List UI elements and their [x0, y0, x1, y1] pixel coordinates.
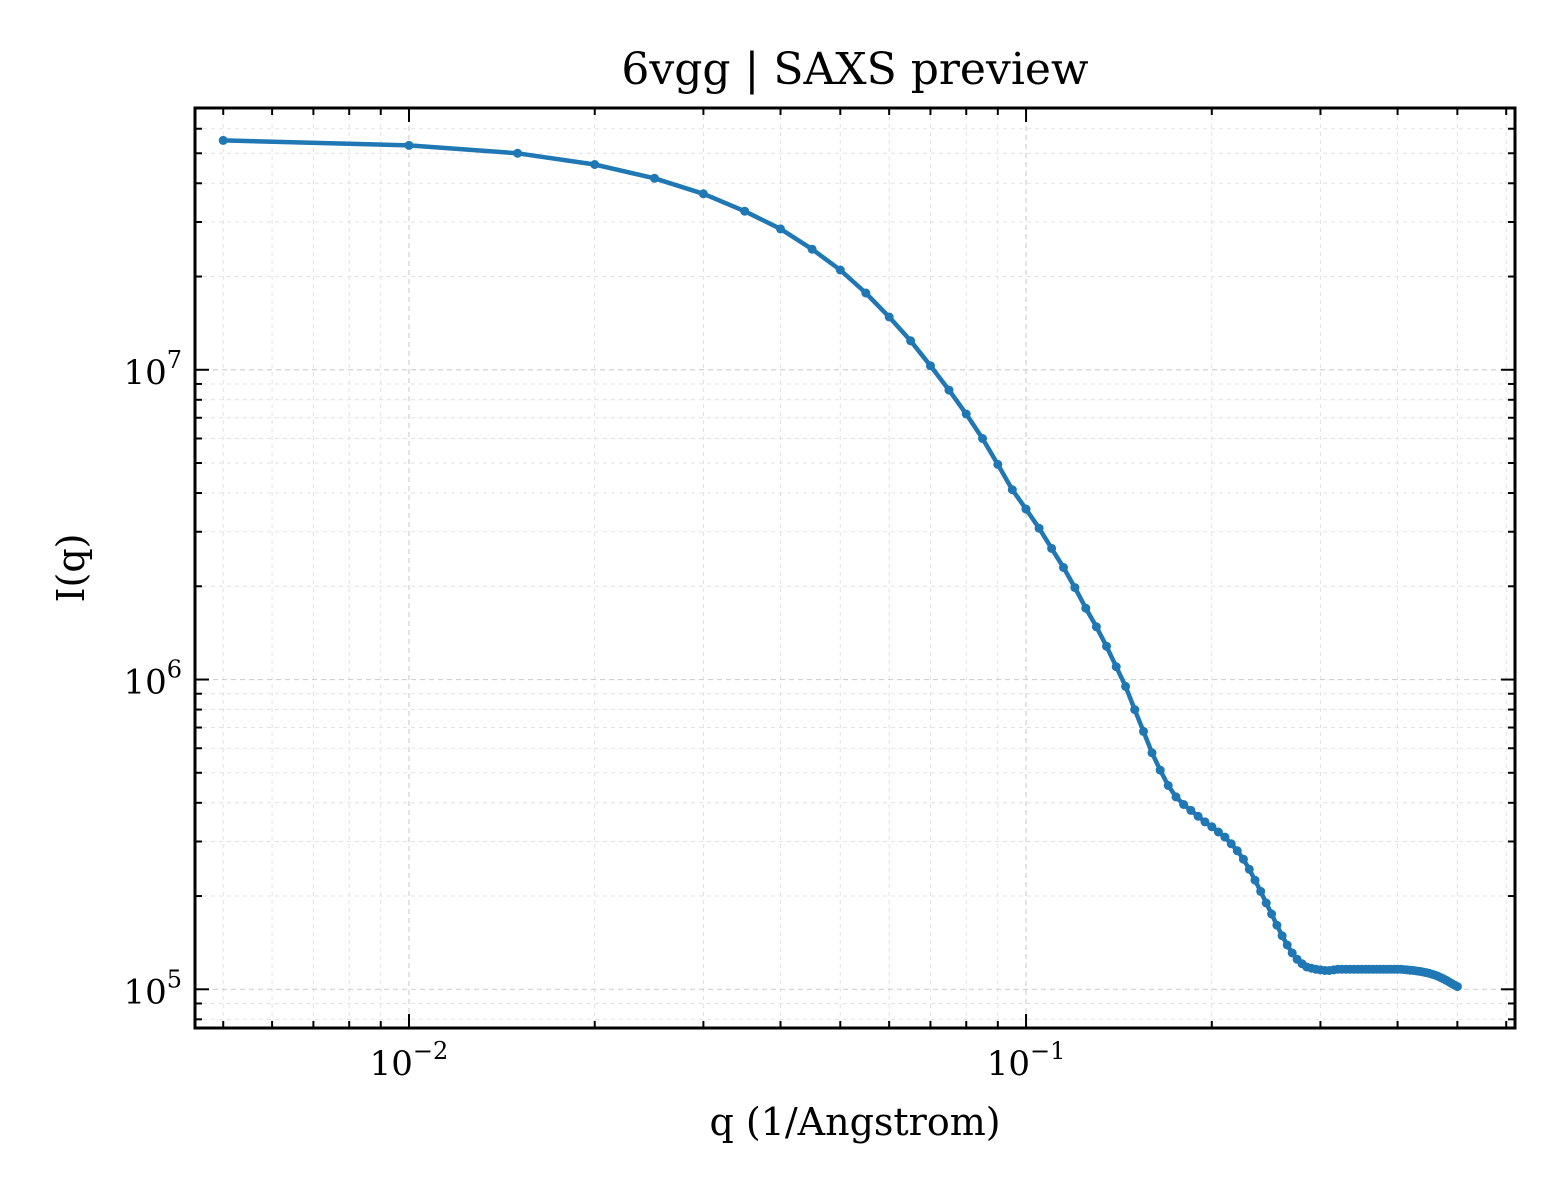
data-point: [1226, 839, 1236, 849]
data-point: [1238, 854, 1248, 864]
x-tick-label: 10−2: [370, 1037, 449, 1084]
data-point: [1034, 523, 1044, 533]
data-point: [590, 160, 600, 169]
data-point: [218, 135, 228, 145]
data-point: [861, 288, 871, 298]
data-point: [1193, 811, 1203, 821]
data-point: [698, 189, 708, 199]
data-point: [1272, 920, 1282, 930]
data-point: [513, 148, 523, 158]
data-point: [776, 224, 785, 234]
data-point: [835, 265, 845, 275]
data-point: [906, 336, 916, 346]
data-point: [926, 361, 935, 371]
grid-lines: [195, 107, 1515, 1028]
data-point: [1287, 948, 1297, 958]
data-point: [1267, 909, 1277, 919]
data-point: [1147, 748, 1157, 758]
chart-title: 6vgg | SAXS preview: [621, 44, 1089, 95]
data-point: [884, 312, 894, 322]
data-point: [1139, 726, 1148, 736]
data-point: [404, 140, 414, 150]
series-layer: [218, 135, 1462, 992]
data-point: [1277, 931, 1287, 941]
data-point: [1171, 792, 1181, 802]
data-point: [1155, 765, 1165, 775]
x-tick-label: 10−1: [987, 1037, 1066, 1084]
data-point: [1163, 781, 1173, 790]
data-point: [1232, 846, 1242, 856]
data-point: [1250, 875, 1260, 885]
plot-frame: [193, 106, 1517, 1030]
data-point: [978, 434, 987, 443]
y-axis-label: I(q): [49, 534, 93, 603]
data-point: [1213, 827, 1223, 837]
data-point: [1007, 485, 1017, 495]
data-point: [1102, 641, 1111, 651]
data-point: [1179, 800, 1189, 809]
data-point: [1121, 681, 1131, 691]
data-point: [1059, 563, 1068, 572]
data-point: [807, 244, 817, 254]
y-tick-label: 107: [123, 346, 182, 393]
data-point: [1130, 705, 1140, 715]
data-point: [1207, 822, 1217, 832]
data-point: [1021, 504, 1031, 514]
data-point: [1282, 940, 1292, 950]
x-axis-label: q (1/Angstrom): [709, 1100, 1000, 1144]
data-point: [740, 206, 750, 216]
data-point: [1452, 982, 1462, 992]
y-tick-label: 105: [123, 965, 182, 1012]
axis-ticks: 10−2 10−1 105 106 107: [123, 107, 1515, 1084]
data-point: [1111, 662, 1121, 672]
data-point: [1091, 622, 1101, 632]
data-point: [1220, 832, 1230, 842]
data-point: [1200, 817, 1210, 827]
data-point: [650, 173, 659, 183]
data-point: [944, 385, 954, 395]
data-point: [1047, 543, 1057, 553]
data-point: [1244, 864, 1254, 874]
data-point: [1186, 805, 1196, 815]
y-tick-label: 106: [123, 656, 182, 703]
data-point: [1070, 583, 1080, 593]
data-point: [1256, 886, 1266, 896]
data-point: [1081, 603, 1091, 613]
data-point: [993, 459, 1003, 469]
data-point: [961, 409, 971, 419]
data-point: [1261, 898, 1271, 908]
